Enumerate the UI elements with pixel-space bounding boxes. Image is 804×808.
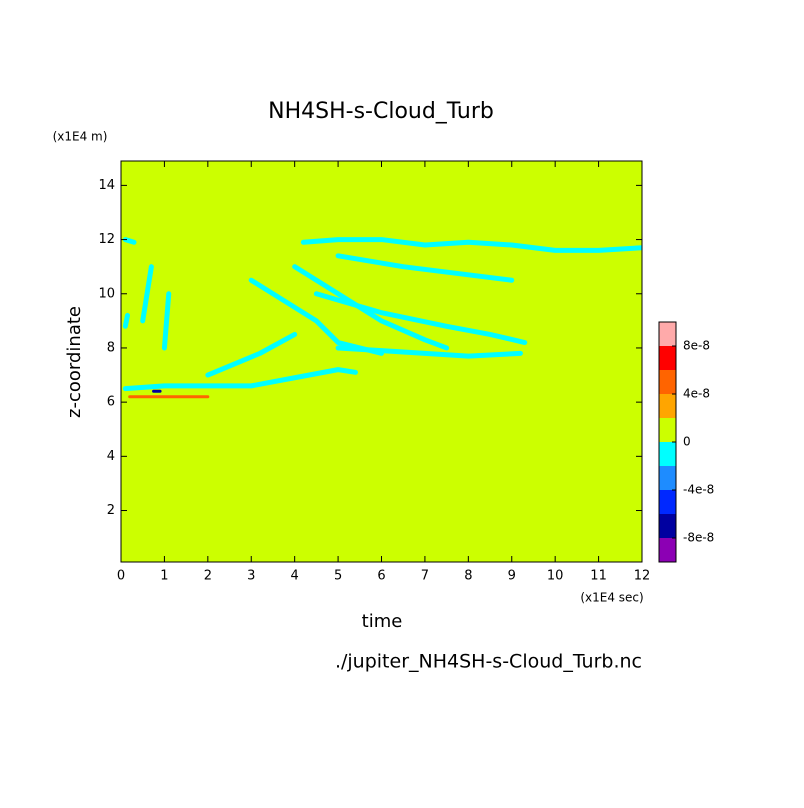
x-tick-label: 11	[590, 569, 607, 584]
x-tick-label: 12	[634, 569, 651, 584]
colorbar-box	[659, 394, 676, 418]
x-tick-label: 3	[247, 569, 255, 584]
y-axis-label: z-coordinate	[64, 306, 85, 418]
y-tick-label: 2	[107, 503, 115, 518]
field-streak	[313, 291, 528, 346]
x-tick-label: 2	[204, 569, 212, 584]
colorbar-box	[659, 418, 676, 442]
y-tick-label: 14	[98, 178, 115, 193]
field-streak	[292, 264, 450, 351]
field-background	[121, 161, 642, 562]
colorbar-box	[659, 490, 676, 514]
colorbar-box	[659, 346, 676, 370]
field-streak	[300, 237, 642, 253]
y-tick-label: 10	[98, 286, 115, 301]
field-streak	[140, 264, 154, 324]
field-streak	[335, 253, 515, 283]
x-axis-label: time	[362, 611, 403, 632]
x-tick-label: 7	[421, 569, 429, 584]
colorbar-box	[659, 514, 676, 538]
y-tick-label: 6	[107, 395, 115, 410]
colorbar-box	[659, 322, 676, 346]
field-streak	[248, 277, 384, 356]
x-tick-label: 1	[160, 569, 168, 584]
y-tick-label: 12	[98, 232, 115, 247]
y-tick-label: 4	[107, 449, 115, 464]
x-tick-label: 6	[377, 569, 385, 584]
y-unit: (x1E4 m)	[53, 130, 108, 144]
colorbar-box	[659, 370, 676, 394]
colorbar-tick-label: 0	[683, 435, 691, 449]
colorbar-box	[659, 538, 676, 562]
x-unit: (x1E4 sec)	[580, 591, 643, 605]
x-tick-label: 10	[547, 569, 564, 584]
colorbar-tick-label: 4e-8	[683, 387, 710, 401]
field-streak	[161, 291, 172, 351]
field-streak	[205, 331, 298, 378]
colorbar-tick-label: -8e-8	[683, 531, 714, 545]
x-tick-label: 4	[291, 569, 299, 584]
field-streak	[122, 312, 131, 329]
x-tick-label: 8	[464, 569, 472, 584]
field-streak	[122, 367, 358, 392]
x-tick-label: 9	[508, 569, 516, 584]
x-tick-label: 5	[334, 569, 342, 584]
colorbar-box	[659, 442, 676, 466]
colorbar-tick-label: 8e-8	[683, 339, 710, 353]
colorbar-tick-label: -4e-8	[683, 483, 714, 497]
y-tick-label: 8	[107, 340, 115, 355]
source-file: ./jupiter_NH4SH-s-Cloud_Turb.nc	[335, 651, 642, 673]
x-tick-label: 0	[117, 569, 125, 584]
chart-title: NH4SH-s-Cloud_Turb	[268, 99, 494, 124]
colorbar-box	[659, 466, 676, 490]
